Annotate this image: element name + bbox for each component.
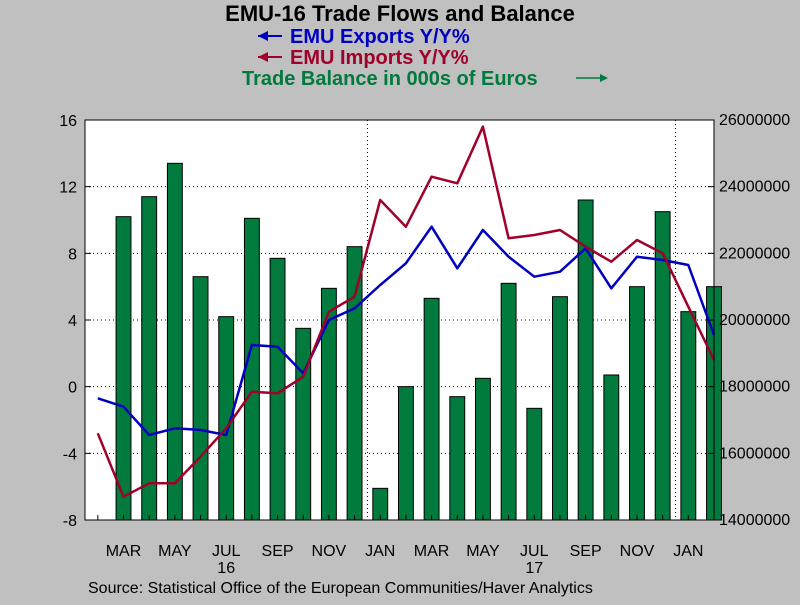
right-tick-label: 24000000 (719, 179, 790, 196)
x-tick-label: JAN (673, 543, 703, 560)
legend-imports: EMU Imports Y/Y% (258, 47, 469, 69)
trade-balance-bar (603, 374, 620, 521)
left-tick-label: 4 (68, 313, 77, 330)
trade-balance-bar (166, 162, 183, 521)
right-tick-label: 22000000 (719, 245, 790, 262)
x-tick-label: SEP (262, 543, 294, 560)
x-tick-label: MAY (158, 543, 192, 560)
legend-exports-label: EMU Exports Y/Y% (290, 26, 470, 48)
trade-balance-bars (115, 162, 722, 521)
right-tick-label: 14000000 (719, 512, 790, 529)
x-tick-label: JUL (212, 543, 241, 560)
legend-imports-arrow-head (258, 52, 268, 62)
trade-balance-bar (449, 396, 466, 521)
legend-balance: Trade Balance in 000s of Euros (242, 68, 608, 90)
trade-balance-bar (526, 407, 543, 521)
x-tick-label: SEP (570, 543, 602, 560)
legend-exports: EMU Exports Y/Y% (258, 26, 470, 48)
legend-balance-label: Trade Balance in 000s of Euros (242, 68, 538, 90)
trade-balance-bar (115, 216, 132, 521)
trade-balance-bar (423, 297, 440, 521)
legend-imports-label: EMU Imports Y/Y% (290, 47, 469, 69)
trade-balance-bar (500, 282, 517, 521)
x-tick-label: MAR (414, 543, 450, 560)
source-note: Source: Statistical Office of the Europe… (88, 580, 593, 597)
x-tick-label: NOV (312, 543, 347, 560)
imports-line (96, 125, 716, 498)
axes: -8 -4 0 4 8 12 16 14000000 16000000 18000000 20000… (59, 112, 790, 577)
right-tick-label: 18000000 (719, 379, 790, 396)
trade-balance-bar (629, 286, 645, 521)
legend-exports-arrow-head (258, 31, 268, 41)
trade-balance-bar (141, 196, 158, 521)
trade-balance-bar (474, 377, 491, 521)
left-tick-label: 16 (59, 113, 77, 130)
trade-balance-bar (346, 246, 363, 521)
x-tick-label: MAY (466, 543, 500, 560)
trade-balance-bar (192, 276, 209, 521)
left-tick-label: 0 (68, 380, 77, 397)
trade-balance-bar (552, 296, 568, 521)
chart-title: EMU-16 Trade Flows and Balance (225, 1, 575, 26)
x-tick-label: NOV (620, 543, 655, 560)
legend-balance-arrow-head (600, 74, 608, 82)
left-tick-label: -8 (63, 513, 77, 530)
year-label: 17 (525, 560, 543, 577)
x-tick-label: MAR (106, 543, 142, 560)
right-tick-label: 20000000 (719, 312, 790, 329)
trade-balance-bar (680, 311, 697, 521)
series-lines (96, 125, 716, 498)
x-tick-label: JAN (365, 543, 395, 560)
right-tick-label: 26000000 (719, 112, 790, 129)
left-tick-label: 8 (68, 246, 77, 263)
x-tick-label: JUL (520, 543, 549, 560)
year-label: 16 (217, 560, 235, 577)
left-tick-label: 12 (59, 180, 77, 197)
trade-balance-bar (397, 386, 414, 521)
trade-balance-bar (654, 211, 671, 521)
exports-line (97, 225, 716, 437)
right-tick-label: 16000000 (719, 445, 790, 462)
legend: EMU Exports Y/Y% EMU Imports Y/Y% Trade … (242, 26, 608, 90)
trade-balance-bar (243, 217, 260, 521)
left-tick-label: -4 (63, 446, 77, 463)
trade-balance-bar (295, 327, 312, 521)
